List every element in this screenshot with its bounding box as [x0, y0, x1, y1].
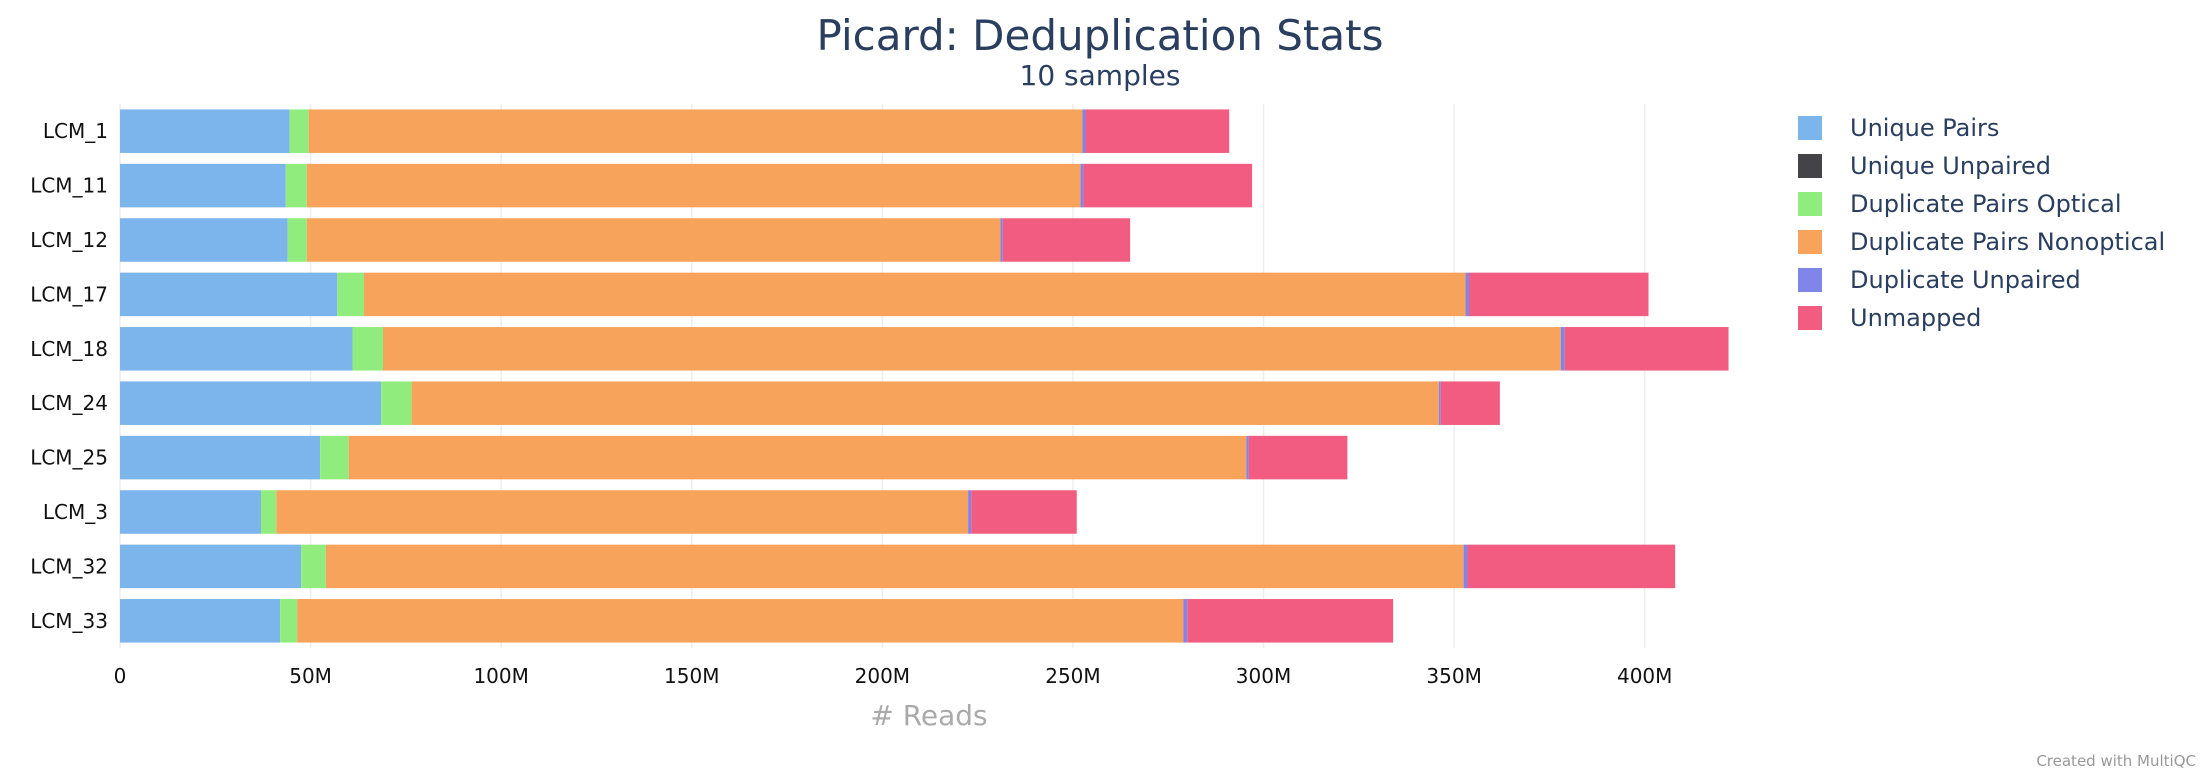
bar-segment-lcm-24-2[interactable]	[381, 381, 412, 425]
bar-segment-lcm-25-4[interactable]	[1246, 435, 1249, 480]
bar-segment-lcm-11-0[interactable]	[120, 163, 286, 208]
legend-item-label[interactable]: Unique Unpaired	[1850, 152, 2051, 180]
x-tick-label: 100M	[473, 664, 528, 688]
category-label: LCM_24	[30, 391, 108, 415]
bar-segment-lcm-24-0[interactable]	[120, 381, 382, 425]
bar-segment-lcm-12-4[interactable]	[1000, 218, 1003, 262]
bar-segment-lcm-25-0[interactable]	[120, 435, 321, 480]
legend-swatch-4	[1798, 268, 1822, 292]
bar-segment-lcm-12-0[interactable]	[120, 218, 288, 262]
x-tick-label: 400M	[1617, 664, 1672, 688]
bar-segment-lcm-11-5[interactable]	[1083, 163, 1253, 208]
bar-segment-lcm-17-0[interactable]	[120, 272, 338, 317]
bar-segment-lcm-33-3[interactable]	[297, 599, 1184, 643]
x-axis-ticks: 0 50M 100M 150M 200M 250M 300M 350M 400M	[114, 664, 1673, 688]
category-label: LCM_18	[30, 337, 108, 361]
bar-segment-lcm-18-2[interactable]	[352, 327, 384, 371]
bar-segment-lcm-3-2[interactable]	[261, 490, 277, 534]
bar-segment-lcm-25-2[interactable]	[320, 435, 349, 480]
legend-swatch-0	[1798, 116, 1822, 140]
x-tick-label: 50M	[289, 664, 332, 688]
legend-item-label[interactable]: Duplicate Unpaired	[1850, 266, 2081, 294]
bar-segment-lcm-17-2[interactable]	[337, 272, 364, 317]
bar-segment-lcm-33-4[interactable]	[1183, 599, 1188, 643]
bar-segment-lcm-12-5[interactable]	[1002, 218, 1131, 262]
legend-item-label[interactable]: Duplicate Pairs Optical	[1850, 190, 2122, 218]
bar-segment-lcm-18-0[interactable]	[120, 327, 353, 371]
legend-swatch-3	[1798, 230, 1822, 254]
chart-title: Picard: Deduplication Stats	[817, 11, 1384, 60]
bar-segment-lcm-1-3[interactable]	[308, 109, 1083, 153]
category-label: LCM_12	[30, 228, 108, 252]
x-axis-label: # Reads	[870, 699, 987, 732]
bar-segment-lcm-24-3[interactable]	[411, 381, 1439, 425]
bar-segment-lcm-25-5[interactable]	[1248, 435, 1348, 480]
bar-segment-lcm-17-3[interactable]	[363, 272, 1466, 317]
bar-segment-lcm-3-3[interactable]	[276, 490, 969, 534]
bar-segment-lcm-1-4[interactable]	[1082, 109, 1086, 153]
bar-segment-lcm-3-0[interactable]	[120, 490, 262, 534]
x-tick-label: 300M	[1236, 664, 1291, 688]
bar-segment-lcm-32-4[interactable]	[1463, 544, 1468, 589]
bar-segment-lcm-32-3[interactable]	[325, 544, 1464, 589]
chart-subtitle: 10 samples	[1020, 59, 1181, 92]
legend-swatch-2	[1798, 192, 1822, 216]
bar-segment-lcm-18-4[interactable]	[1560, 327, 1565, 371]
bar-segment-lcm-12-2[interactable]	[287, 218, 307, 262]
legend-item-label[interactable]: Duplicate Pairs Nonoptical	[1850, 228, 2165, 256]
category-label: LCM_3	[43, 500, 108, 524]
bar-segment-lcm-11-3[interactable]	[306, 163, 1081, 208]
bars	[120, 109, 1729, 643]
x-tick-label: 250M	[1045, 664, 1100, 688]
x-tick-label: 350M	[1426, 664, 1481, 688]
bar-segment-lcm-3-4[interactable]	[968, 490, 972, 534]
bar-segment-lcm-32-0[interactable]	[120, 544, 302, 589]
category-labels: LCM_1 LCM_11 LCM_12 LCM_17 LCM_18 LCM_24 LCM_2…	[30, 119, 108, 633]
bar-segment-lcm-33-5[interactable]	[1187, 599, 1394, 643]
category-label: LCM_25	[30, 446, 108, 470]
bar-segment-lcm-24-5[interactable]	[1440, 381, 1500, 425]
x-tick-label: 0	[114, 664, 127, 688]
category-label: LCM_1	[43, 119, 108, 143]
credit-text: Created with MultiQC	[2036, 752, 2196, 770]
legend-item-label[interactable]: Unmapped	[1850, 304, 1981, 332]
bar-segment-lcm-24-4[interactable]	[1438, 381, 1441, 425]
legend: Unique Pairs Unique Unpaired Duplicate Pai…	[1798, 114, 2165, 332]
bar-segment-lcm-32-2[interactable]	[301, 544, 326, 589]
category-label: LCM_32	[30, 554, 108, 578]
legend-item-label[interactable]: Unique Pairs	[1850, 114, 1999, 142]
bar-segment-lcm-25-3[interactable]	[348, 435, 1247, 480]
bar-segment-lcm-33-2[interactable]	[280, 599, 298, 643]
bar-segment-lcm-18-3[interactable]	[383, 327, 1561, 371]
bar-segment-lcm-17-4[interactable]	[1465, 272, 1469, 317]
category-label: LCM_17	[30, 282, 108, 306]
bar-segment-lcm-11-4[interactable]	[1080, 163, 1084, 208]
bar-segment-lcm-18-5[interactable]	[1564, 327, 1729, 371]
bar-segment-lcm-1-2[interactable]	[289, 109, 309, 153]
bar-segment-lcm-1-5[interactable]	[1085, 109, 1230, 153]
bar-segment-lcm-32-5[interactable]	[1467, 544, 1676, 589]
x-tick-label: 150M	[664, 664, 719, 688]
category-label: LCM_33	[30, 609, 108, 633]
bar-segment-lcm-33-0[interactable]	[120, 599, 281, 643]
legend-swatch-1	[1798, 154, 1822, 178]
category-label: LCM_11	[30, 174, 108, 198]
bar-segment-lcm-3-5[interactable]	[971, 490, 1077, 534]
x-tick-label: 200M	[855, 664, 910, 688]
bar-segment-lcm-12-3[interactable]	[306, 218, 1001, 262]
legend-swatch-5	[1798, 306, 1822, 330]
bar-segment-lcm-17-5[interactable]	[1468, 272, 1649, 317]
bar-segment-lcm-11-2[interactable]	[285, 163, 307, 208]
bar-segment-lcm-1-0[interactable]	[120, 109, 290, 153]
